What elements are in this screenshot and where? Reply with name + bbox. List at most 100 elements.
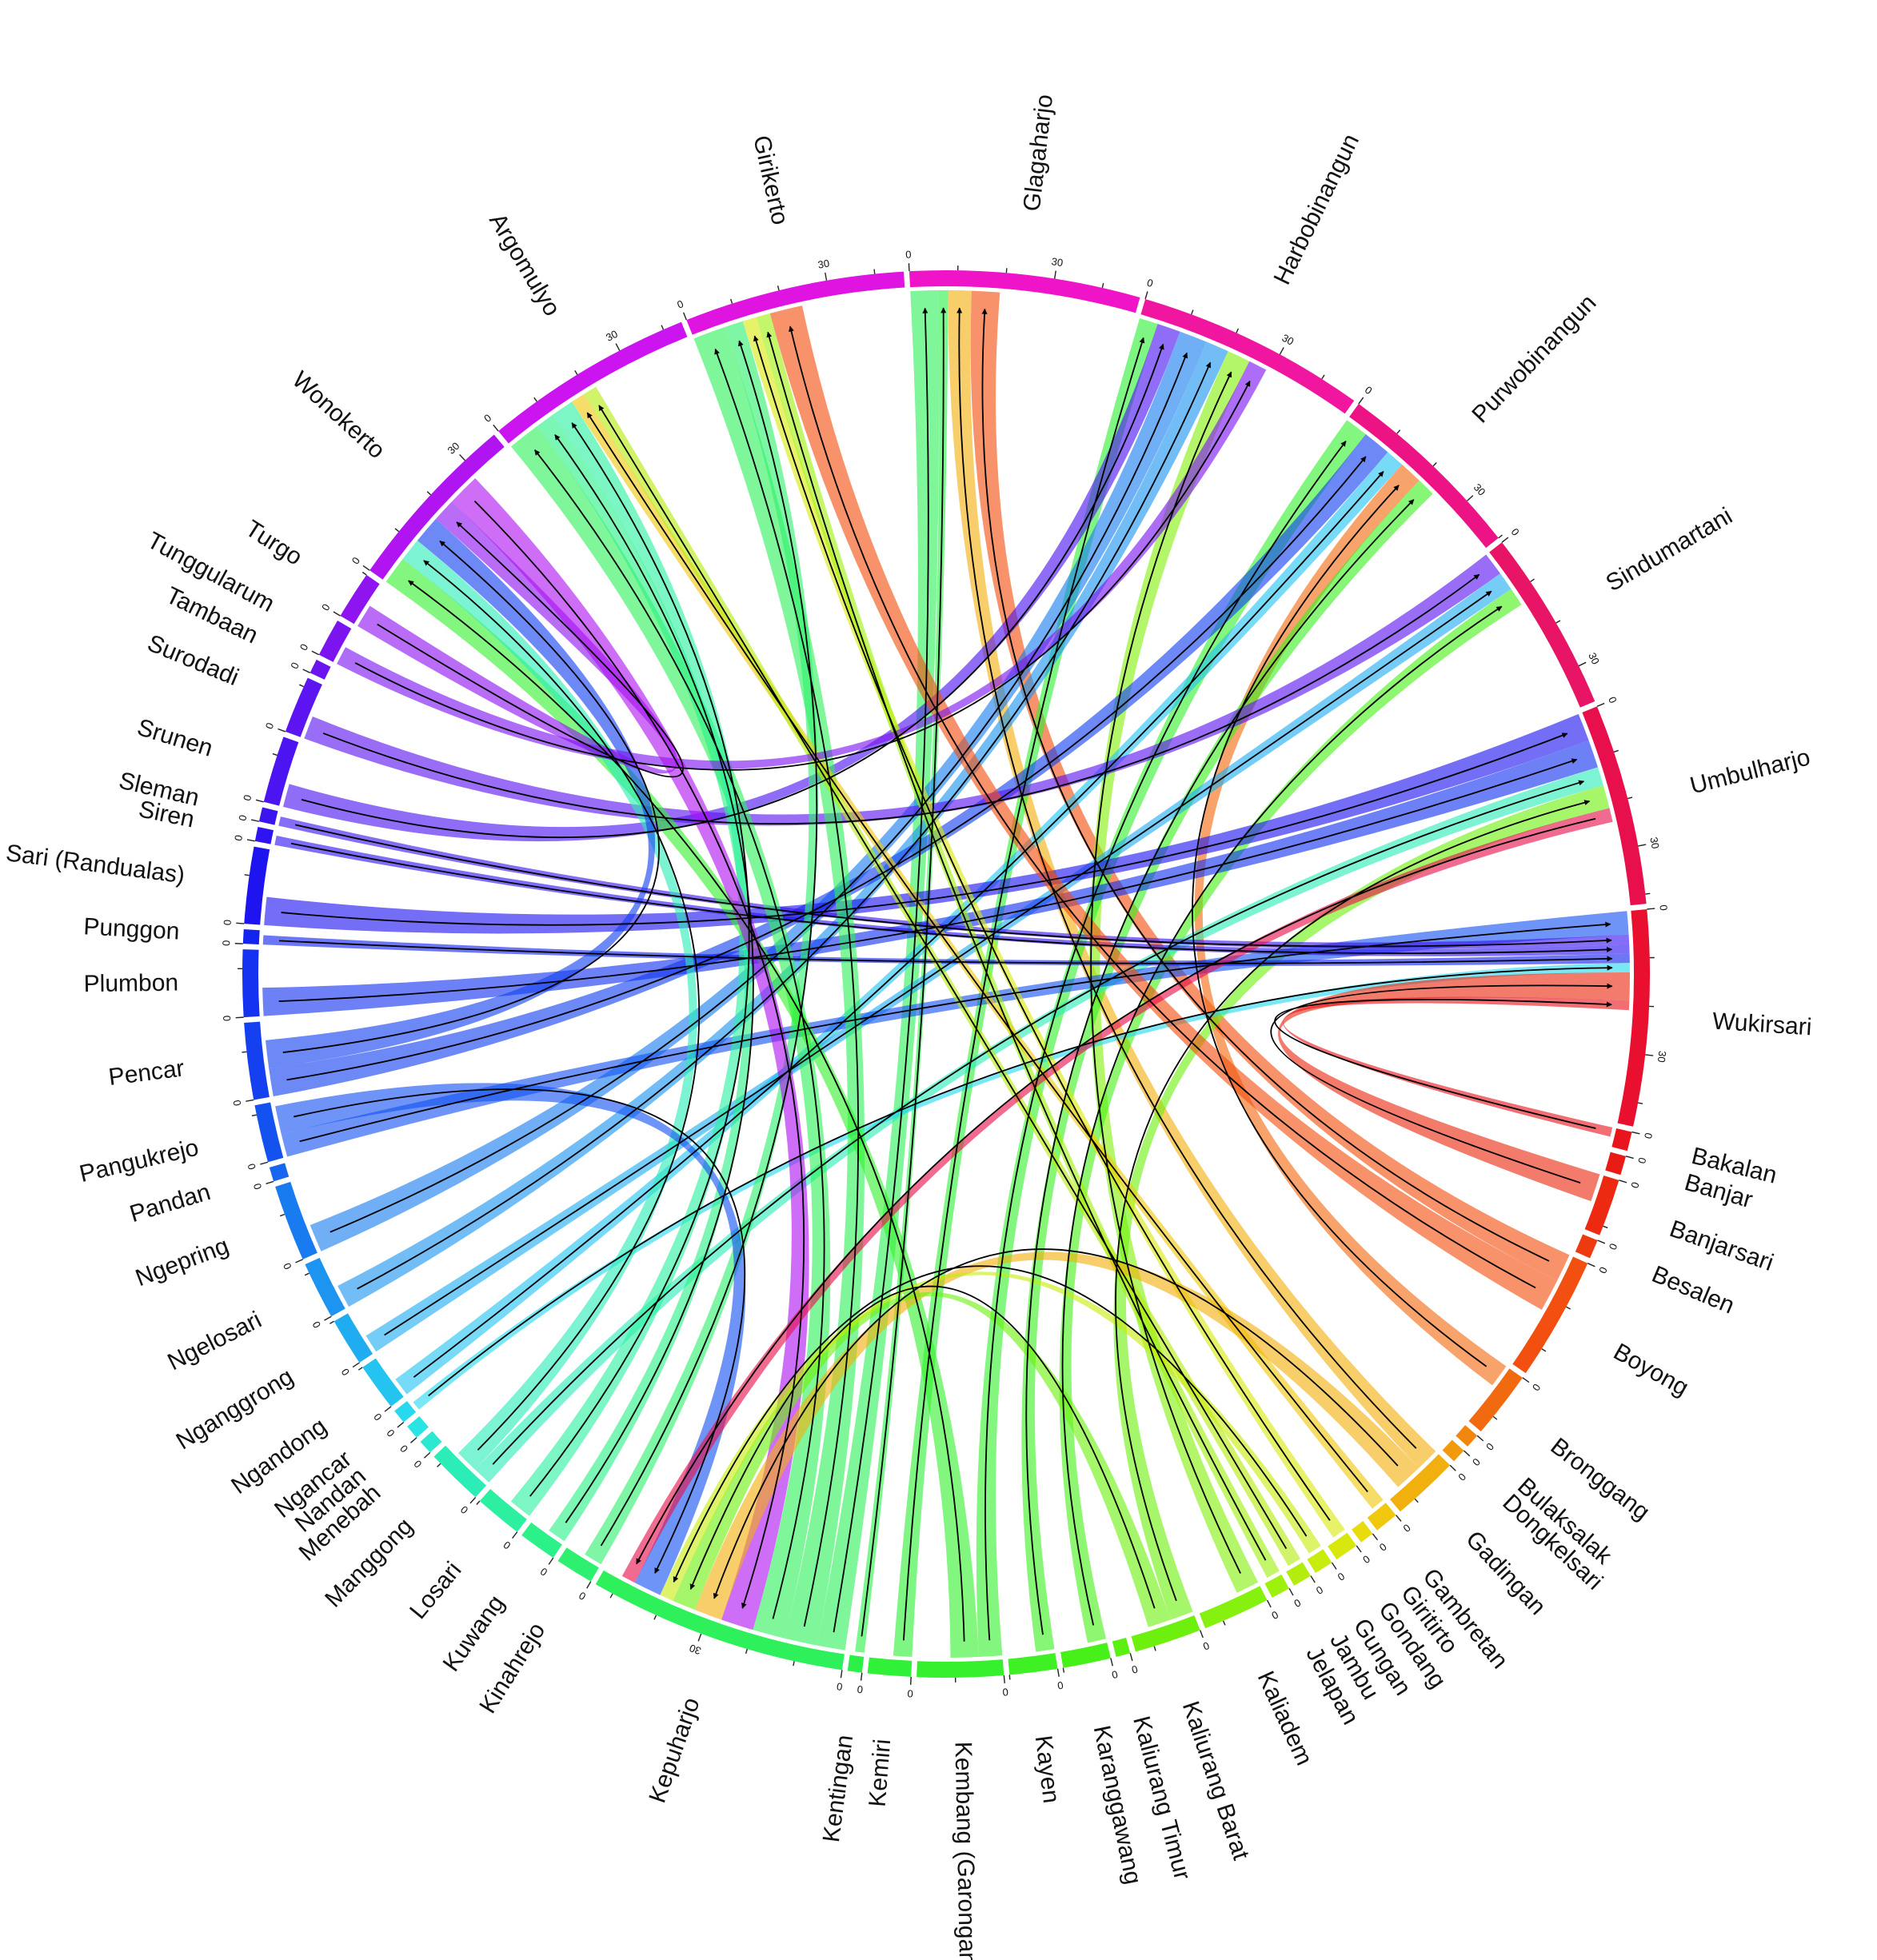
tick-label-ngancar-0: 0	[384, 1427, 397, 1439]
tick-bakalan-0	[1631, 1131, 1640, 1135]
ribbon-manggong-to-wonokerto	[402, 540, 697, 1470]
tick-label-bulaksalak-0: 0	[1484, 1440, 1496, 1452]
tick-sindumartani-10	[1530, 578, 1535, 583]
ribbon-banjarsari-to-wukirsari	[1277, 972, 1630, 1202]
segment-label-pangukrejo: Pangukrejo	[77, 1134, 201, 1188]
flow-arrow-tunggularum-to-harbobinangun	[354, 381, 1251, 771]
tick-label-karanggawang-0: 0	[1111, 1668, 1120, 1681]
flow-arrow-gadingan-to-kepuharjo	[713, 1248, 1399, 1599]
tick-wukirsari-0	[1647, 908, 1655, 910]
tick-turgo-10	[361, 571, 367, 576]
tick-label-dongkelsari-0: 0	[1470, 1456, 1483, 1468]
ribbon-nganggrong-to-sindumartani	[365, 573, 1512, 1352]
segment-label-wukirsari: Wukirsari	[1711, 1008, 1812, 1041]
tick-gondang-0	[1356, 1545, 1362, 1553]
tick-ngandong-0	[384, 1406, 392, 1412]
flow-arrow-boyong-to-girikerto	[789, 325, 1536, 1289]
tick-label-wukirsari-0: 0	[1657, 904, 1670, 912]
tick-label-ngepring-0: 0	[281, 1261, 294, 1271]
segment-label-kayen: Kayen	[1030, 1734, 1064, 1805]
segment-arc-umbulharjo	[1582, 706, 1647, 906]
ribbon-wonokerto-to-kepuharjo	[451, 478, 809, 1631]
segment-arc-srunen	[263, 736, 299, 806]
flow-arrow-siren-to-wukirsari	[290, 842, 1613, 954]
tick-label-jelapan-0: 0	[1292, 1596, 1304, 1610]
segment-label-kemiri: Kemiri	[865, 1738, 897, 1807]
tick-girikerto-0	[682, 312, 687, 321]
segment-arc-kaliadem	[1199, 1586, 1268, 1629]
segment-arc-tambaan	[310, 659, 331, 680]
tick-label-wonokerto-0: 0	[349, 555, 362, 567]
segment-label-sindumartani: Sindumartani	[1602, 503, 1737, 597]
flow-arrow-surodadi-to-sindumartani	[322, 573, 1480, 825]
flow-arrow-turgo-to-wonokerto	[377, 521, 684, 778]
segment-arc-kemiri	[867, 1657, 913, 1677]
tick-label-gondang-0: 0	[1360, 1553, 1372, 1566]
segment-arc-punggon	[242, 928, 260, 945]
tick-dongkelsari-0	[1463, 1450, 1471, 1457]
segment-arc-kaliurang-barat	[1131, 1615, 1200, 1652]
tick-kaliadem-10	[1222, 1620, 1226, 1626]
segment-arc-giritirto	[1352, 1520, 1373, 1543]
tick-manggong-0	[469, 1496, 477, 1504]
tick-glagaharjo-40	[1101, 282, 1104, 289]
tick-label-gungan-0: 0	[1336, 1570, 1347, 1583]
tick-kayen-10	[1008, 1675, 1011, 1680]
flow-arrow-kaliadem-to-harbobinangun	[1090, 371, 1241, 1574]
tick-argomulyo-40	[661, 325, 665, 330]
segment-label-kembang-garongan: Kembang (Garongan)	[949, 1741, 980, 1960]
flow-arrow-gadingan-to-glagaharjo	[956, 307, 1417, 1449]
segment-arc-kembang-garongan	[917, 1659, 1004, 1678]
flow-arrow-kepuharjo-to-girikerto	[714, 348, 860, 1627]
tick-label-bronggang-0: 0	[1530, 1382, 1543, 1394]
tick-label-glagaharjo-30: 30	[1051, 255, 1064, 269]
segment-label-kentingan: Kentingan	[818, 1734, 858, 1844]
segment-arc-sleman	[258, 807, 278, 825]
flow-arrow-kemiri-to-harbobinangun	[903, 337, 1145, 1641]
tick-label-kinahrejo-0: 0	[577, 1590, 588, 1603]
ribbon-kemiri-to-harbobinangun	[893, 317, 1158, 1657]
segment-layer	[242, 270, 1650, 1678]
tick-gungan-0	[1331, 1562, 1337, 1570]
segment-label-harbobinangun: Harbobinangun	[1269, 130, 1364, 289]
tick-nganggrong-10	[329, 1320, 334, 1324]
tick-surodadi-10	[298, 684, 305, 688]
segment-arc-kinahrejo	[557, 1547, 599, 1582]
tick-label-kepuharjo-30: 30	[688, 1642, 703, 1657]
flow-arrow-pencar-to-wonokerto	[282, 540, 660, 1053]
tick-giritirto-0	[1372, 1533, 1379, 1541]
tick-label-girikerto-0: 0	[675, 297, 685, 311]
segment-arc-argomulyo	[498, 321, 688, 444]
tick-label-sindumartani-30: 30	[1586, 651, 1602, 667]
segment-arc-ngancar	[394, 1401, 417, 1423]
tick-kaliurang-barat-10	[1153, 1646, 1156, 1651]
segment-arc-banjarsari	[1584, 1175, 1619, 1235]
tick-gadingan-0	[1449, 1464, 1456, 1471]
tick-label-sleman-0: 0	[236, 814, 249, 822]
tick-jelapan-0	[1288, 1587, 1294, 1596]
ribbon-sari-randualas-to-umbulharjo	[264, 713, 1589, 934]
tick-gambretan-0	[1396, 1515, 1402, 1522]
flow-arrow-kembang-garongan-to-purwobinangun	[984, 441, 1347, 1641]
flow-arrow-ngancar-to-wukirsari	[428, 964, 1613, 1397]
tick-label-kaliurang-timur-0: 0	[1130, 1663, 1139, 1675]
tick-label-losari-0: 0	[501, 1539, 513, 1551]
flow-arrow-gambretan-to-argomulyo	[586, 412, 1368, 1493]
flow-arrow-umbulharjo-to-kepuharjo	[636, 817, 1596, 1565]
ribbon-plumbon-to-umbulharjo	[262, 740, 1598, 1016]
segment-label-argomulyo: Argomulyo	[484, 209, 565, 321]
tick-umbulharjo-20	[1627, 796, 1633, 800]
tick-label-glagaharjo-0: 0	[905, 248, 912, 260]
tick-label-kepuharjo-0: 0	[836, 1680, 843, 1693]
tick-sindumartani-0	[1501, 537, 1509, 543]
tick-purwobinangun-10	[1396, 429, 1401, 434]
segment-arc-bulaksalak	[1456, 1425, 1478, 1447]
ribbon-bakalan-to-wukirsari	[1283, 996, 1630, 1137]
tick-label-girikerto-30: 30	[817, 257, 831, 270]
segment-label-sari-randualas: Sari (Randualas)	[5, 840, 186, 888]
flow-arrow-sari-randualas-to-umbulharjo	[281, 733, 1568, 926]
tick-argomulyo-0	[493, 424, 499, 432]
flow-arrow-sleman-to-wukirsari	[294, 824, 1612, 948]
tick-label-bakalan-0: 0	[1642, 1132, 1655, 1140]
